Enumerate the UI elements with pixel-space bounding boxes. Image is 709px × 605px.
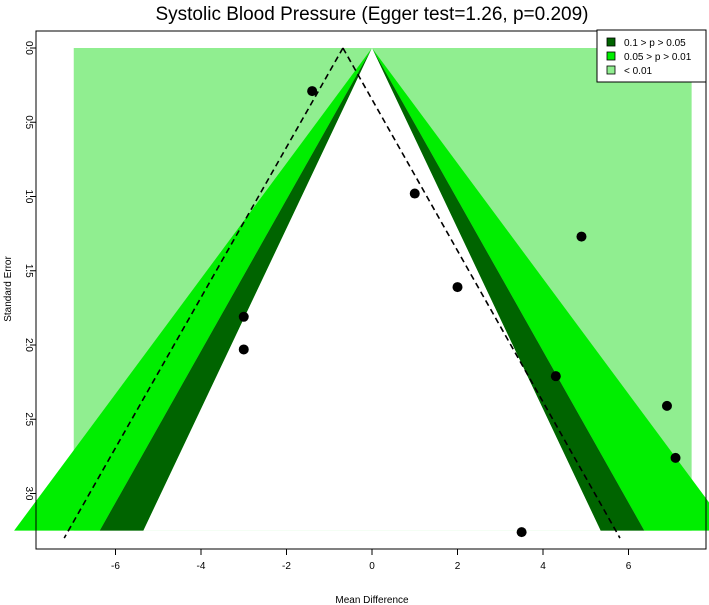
study-point-5 [452, 282, 463, 293]
legend-swatch-dark-green [606, 37, 616, 47]
legend: 0.1 > p > 0.05 0.05 > p > 0.01 < 0.01 [596, 29, 707, 83]
x-tick-label: 4 [540, 561, 546, 572]
y-tick-label: 3.0 [23, 487, 34, 501]
x-axis: -6 -4 -2 0 2 4 6 [111, 548, 632, 572]
study-point-2 [238, 311, 249, 322]
x-tick-label: 6 [626, 561, 632, 572]
x-tick-label: -2 [282, 561, 291, 572]
study-point-9 [670, 452, 681, 463]
y-axis-label: Standard Error [3, 256, 14, 322]
y-tick-label: 0.0 [23, 41, 34, 55]
study-point-6 [576, 231, 587, 242]
x-tick-label: -4 [197, 561, 206, 572]
legend-label-1: 0.1 > p > 0.05 [624, 38, 686, 49]
study-point-4 [409, 188, 420, 199]
y-tick-label: 1.5 [23, 264, 34, 278]
egger-line-left [63, 47, 344, 539]
legend-swatch-light-green [606, 65, 616, 75]
y-tick-label: 1.0 [23, 190, 34, 204]
study-point-7 [550, 371, 561, 382]
contour-region-p-0.1-0.05-right [372, 48, 645, 531]
x-tick-label: 2 [455, 561, 461, 572]
chart-title: Systolic Blood Pressure (Egger test=1.26… [155, 4, 588, 25]
y-tick-label: 0.5 [23, 115, 34, 129]
study-point-1 [307, 86, 318, 97]
contour-regions [14, 48, 709, 531]
legend-label-3: < 0.01 [624, 66, 653, 77]
contour-region-p-0.05-0.01-left [14, 48, 372, 531]
y-tick-label: 2.0 [23, 338, 34, 352]
egger-line-right [342, 47, 621, 539]
study-point-3 [238, 344, 249, 355]
study-point-8 [661, 400, 672, 411]
x-axis-label: Mean Difference [335, 595, 409, 605]
study-point-10 [516, 527, 527, 538]
y-tick-label: 2.5 [23, 412, 34, 426]
data-points [238, 86, 681, 538]
contour-region-nonsignificant [143, 48, 601, 531]
legend-swatch-green [606, 51, 616, 61]
egger-line [63, 47, 621, 539]
x-tick-label: 0 [369, 561, 375, 572]
y-axis: 0.0 0.5 1.0 1.5 2.0 2.5 3.0 [23, 41, 37, 501]
contour-region-p-0.05-0.01-right [372, 48, 709, 531]
legend-label-2: 0.05 > p > 0.01 [624, 52, 692, 63]
x-tick-label: -6 [111, 561, 120, 572]
